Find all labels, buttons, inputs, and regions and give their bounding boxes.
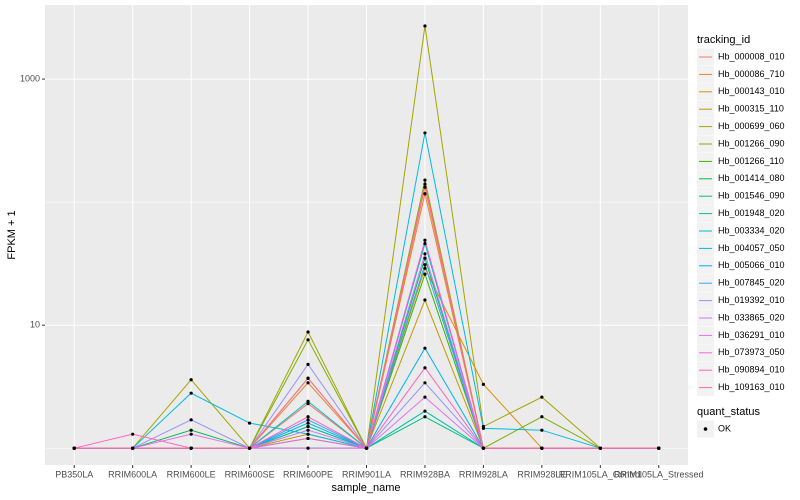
point (189, 391, 193, 395)
x-tick-label: RRIM105LA_Control (559, 469, 642, 479)
legend-label: Hb_019392_010 (718, 295, 785, 305)
legend-label: Hb_001266_110 (718, 156, 784, 166)
point (423, 185, 427, 189)
point (423, 192, 427, 196)
point (423, 409, 427, 413)
point (306, 330, 310, 334)
legend-title: tracking_id (697, 34, 750, 46)
legend-label: Hb_007845_020 (718, 278, 785, 288)
y-axis-label: FPKM + 1 (6, 210, 18, 259)
point (423, 182, 427, 186)
point (306, 428, 310, 432)
x-axis-label: sample_name (331, 482, 400, 494)
x-tick-label: RRIM600PE (283, 469, 333, 479)
point (423, 256, 427, 260)
legend-label: Hb_001948_020 (718, 208, 785, 218)
legend-label: Hb_109163_010 (718, 382, 785, 392)
point (131, 446, 135, 450)
point (423, 381, 427, 385)
point (189, 446, 193, 450)
point (481, 382, 486, 386)
x-tick-label: RRIM928LA (459, 469, 508, 479)
point (540, 428, 544, 432)
point (247, 446, 252, 450)
point (306, 415, 310, 419)
point (540, 446, 544, 450)
point-legend-title: quant_status (697, 406, 760, 418)
legend-label: Hb_000315_110 (718, 104, 784, 114)
point (423, 238, 427, 242)
x-tick-label: RRIM600LA (108, 469, 157, 479)
point (423, 263, 427, 267)
legend-label: Hb_001266_090 (718, 138, 785, 148)
x-tick-label: RRIM928LE (517, 469, 566, 479)
point (423, 266, 427, 270)
x-tick-label: RRIM600LE (167, 469, 216, 479)
point (481, 446, 486, 450)
y-tick-label: 1000 (20, 73, 40, 83)
point (423, 298, 427, 302)
point (423, 272, 427, 276)
legend-label: Hb_036291_010 (718, 330, 785, 340)
legend-label: Hb_004057_050 (718, 243, 785, 253)
point (540, 395, 544, 399)
point (189, 432, 193, 436)
x-tick-label: RRIM901LA (342, 469, 391, 479)
point (423, 242, 427, 246)
point (306, 446, 310, 450)
point (423, 346, 427, 350)
point (247, 421, 252, 425)
point (598, 446, 602, 450)
point (364, 446, 369, 450)
point (423, 24, 427, 28)
point-legend-label: OK (718, 423, 731, 433)
point (306, 338, 310, 342)
point (306, 376, 310, 380)
point (540, 415, 544, 419)
x-tick-label: RRIM928BA (400, 469, 450, 479)
point (423, 178, 427, 182)
legend-label: Hb_033865_020 (718, 312, 785, 322)
point (423, 415, 427, 419)
point (423, 366, 427, 370)
point (423, 131, 427, 135)
legend-label: Hb_090894_010 (718, 365, 785, 375)
point-legend-swatch (703, 427, 708, 431)
point (72, 446, 76, 450)
legend-label: Hb_001414_080 (718, 173, 785, 183)
legend-label: Hb_003334_020 (718, 225, 785, 235)
legend-label: Hb_073973_050 (718, 347, 785, 357)
legend-label: Hb_001546_090 (718, 191, 785, 201)
y-tick-label: 10 (30, 320, 40, 330)
point (306, 362, 310, 366)
point (306, 399, 310, 404)
point (657, 446, 661, 450)
legend-label: Hb_000143_010 (718, 86, 785, 96)
x-tick-label: RRIM600SE (225, 469, 275, 479)
x-tick-label: PB350LA (55, 469, 93, 479)
point (189, 378, 193, 382)
legend-label: Hb_000699_060 (718, 121, 785, 131)
x-tick-label: RRIM105LA_Stressed (614, 469, 704, 479)
point (189, 428, 193, 432)
legend-label: Hb_005066_010 (718, 260, 785, 270)
point (306, 424, 310, 429)
legend-label: Hb_000086_710 (718, 69, 785, 79)
legend-label: Hb_000008_010 (718, 51, 785, 61)
point (131, 432, 135, 436)
point (423, 252, 427, 256)
point (306, 421, 310, 425)
point (306, 432, 310, 436)
point (423, 395, 427, 399)
point (306, 436, 310, 441)
point (481, 426, 486, 430)
point (306, 402, 310, 406)
point (306, 418, 310, 422)
point (306, 381, 310, 385)
point (189, 418, 193, 422)
